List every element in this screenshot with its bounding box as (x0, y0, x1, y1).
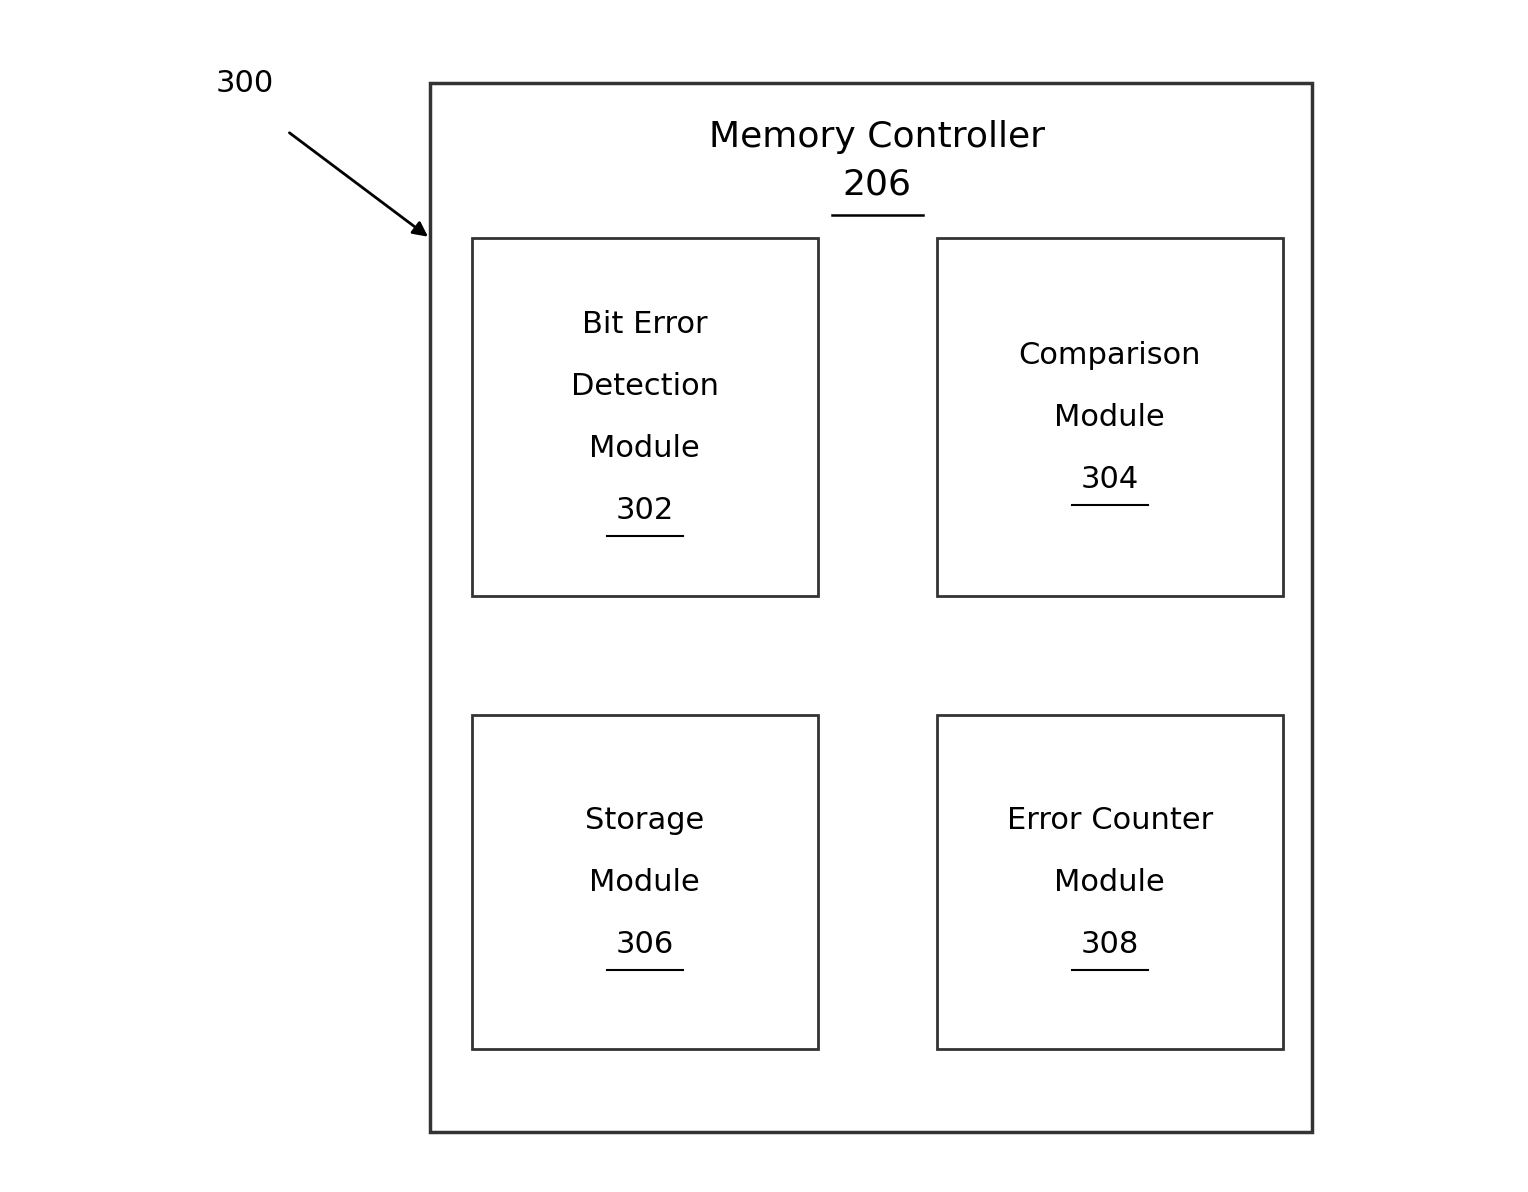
Text: Detection: Detection (571, 372, 718, 401)
FancyBboxPatch shape (937, 238, 1282, 596)
Text: 300: 300 (215, 69, 274, 98)
Text: Comparison: Comparison (1019, 341, 1201, 370)
Text: 206: 206 (843, 168, 912, 201)
Text: 304: 304 (1080, 465, 1138, 493)
Text: Bit Error: Bit Error (582, 310, 707, 339)
Text: Module: Module (1054, 868, 1164, 896)
Text: Module: Module (1054, 403, 1164, 432)
Text: Module: Module (590, 868, 700, 896)
FancyBboxPatch shape (472, 715, 817, 1049)
FancyBboxPatch shape (937, 715, 1282, 1049)
Text: 306: 306 (616, 930, 674, 958)
Text: Error Counter: Error Counter (1007, 806, 1213, 834)
FancyBboxPatch shape (431, 83, 1313, 1132)
Text: 302: 302 (616, 496, 674, 524)
Text: Module: Module (590, 434, 700, 462)
Text: 308: 308 (1080, 930, 1138, 958)
FancyBboxPatch shape (472, 238, 817, 596)
Text: Storage: Storage (585, 806, 704, 834)
Text: Memory Controller: Memory Controller (709, 120, 1045, 154)
